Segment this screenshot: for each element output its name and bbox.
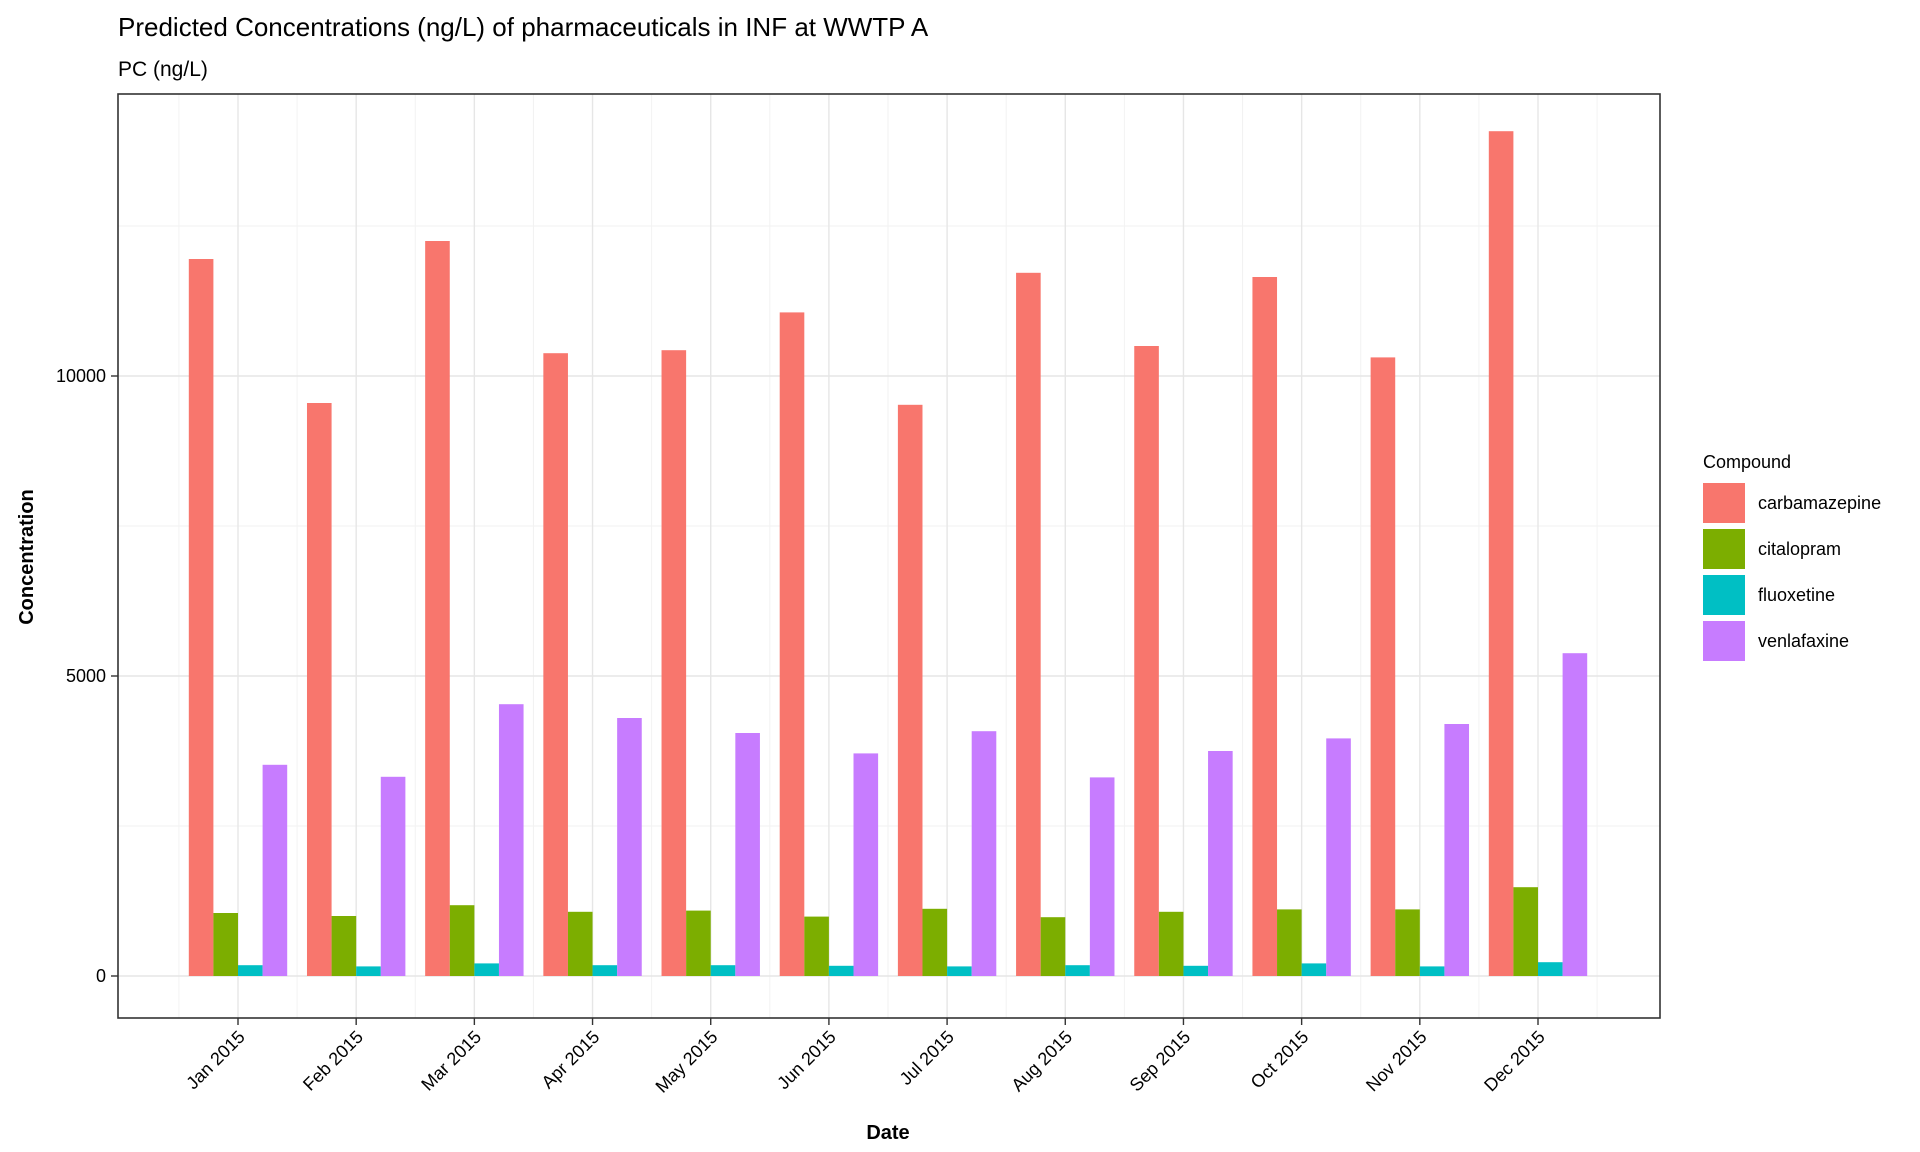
bar-venlafaxine-0 bbox=[262, 764, 288, 976]
bar-citalopram-10 bbox=[1395, 909, 1420, 976]
bar-fluoxetine-3 bbox=[592, 965, 618, 976]
plot-background bbox=[118, 94, 1660, 1018]
bar-citalopram-6 bbox=[922, 908, 948, 976]
x-tick-label: Mar 2015 bbox=[417, 1027, 485, 1095]
x-tick-label: Aug 2015 bbox=[1007, 1027, 1076, 1096]
bar-venlafaxine-1 bbox=[380, 776, 406, 976]
x-axis-title: Date bbox=[866, 1122, 909, 1144]
y-tick-label: 0 bbox=[96, 966, 106, 986]
bar-carbamazepine-3 bbox=[543, 353, 568, 976]
legend-title: Compound bbox=[1703, 452, 1791, 472]
bar-citalopram-4 bbox=[686, 910, 711, 976]
bar-fluoxetine-5 bbox=[828, 965, 854, 976]
x-tick-label: Dec 2015 bbox=[1480, 1027, 1549, 1096]
bar-venlafaxine-7 bbox=[1089, 777, 1115, 976]
bar-fluoxetine-11 bbox=[1538, 962, 1563, 976]
legend-key-citalopram bbox=[1703, 529, 1745, 569]
bar-venlafaxine-6 bbox=[971, 731, 997, 976]
plot-area: 0 5000 10000 Jan 2015 Feb 2015 Mar 2015 Apr 20… bbox=[56, 93, 1661, 1097]
bar-citalopram-8 bbox=[1158, 911, 1184, 976]
bar-carbamazepine-9 bbox=[1252, 277, 1278, 976]
legend-key-fluoxetine bbox=[1703, 575, 1745, 615]
bar-fluoxetine-6 bbox=[947, 966, 972, 976]
y-tick-label: 5000 bbox=[66, 666, 106, 686]
bar-fluoxetine-2 bbox=[474, 963, 499, 976]
bar-citalopram-0 bbox=[213, 913, 238, 976]
bar-carbamazepine-4 bbox=[661, 350, 687, 976]
x-tick-label: Jun 2015 bbox=[773, 1027, 840, 1094]
bar-venlafaxine-2 bbox=[498, 704, 524, 976]
x-tick-label: Jan 2015 bbox=[182, 1027, 249, 1094]
legend-label-venlafaxine: venlafaxine bbox=[1758, 631, 1849, 651]
bar-venlafaxine-4 bbox=[735, 733, 760, 976]
bar-fluoxetine-4 bbox=[710, 965, 736, 976]
bar-carbamazepine-6 bbox=[897, 404, 923, 976]
bar-carbamazepine-7 bbox=[1016, 272, 1041, 976]
bar-carbamazepine-11 bbox=[1488, 131, 1514, 976]
legend-label-carbamazepine: carbamazepine bbox=[1758, 493, 1881, 513]
legend-label-fluoxetine: fluoxetine bbox=[1758, 585, 1835, 605]
bar-venlafaxine-5 bbox=[853, 753, 879, 976]
bar-citalopram-7 bbox=[1040, 917, 1066, 976]
bar-citalopram-11 bbox=[1513, 887, 1538, 976]
bar-carbamazepine-5 bbox=[779, 312, 805, 976]
bar-fluoxetine-1 bbox=[356, 966, 381, 976]
x-tick-label: May 2015 bbox=[652, 1027, 722, 1097]
bar-citalopram-3 bbox=[567, 911, 593, 976]
legend: Compound carbamazepine citalopram fluoxeti… bbox=[1703, 452, 1881, 661]
legend-key-venlafaxine bbox=[1703, 621, 1745, 661]
y-tick-label: 10000 bbox=[56, 366, 106, 386]
x-tick-label: Feb 2015 bbox=[299, 1027, 367, 1095]
bar-carbamazepine-8 bbox=[1134, 346, 1159, 976]
bar-carbamazepine-10 bbox=[1370, 357, 1396, 976]
x-tick-label: Nov 2015 bbox=[1362, 1027, 1431, 1096]
bar-carbamazepine-0 bbox=[188, 259, 214, 976]
plot-border bbox=[117, 93, 1661, 1019]
y-axis-title: Concentration bbox=[16, 489, 38, 625]
bar-venlafaxine-9 bbox=[1326, 738, 1351, 976]
chart-title: Predicted Concentrations (ng/L) of pharm… bbox=[118, 12, 929, 42]
bar-fluoxetine-10 bbox=[1419, 966, 1445, 976]
bar-citalopram-5 bbox=[804, 916, 829, 976]
bar-fluoxetine-9 bbox=[1301, 963, 1327, 976]
x-tick-label: Oct 2015 bbox=[1247, 1027, 1313, 1093]
bar-venlafaxine-11 bbox=[1562, 653, 1588, 976]
bar-fluoxetine-8 bbox=[1183, 965, 1209, 976]
bar-fluoxetine-0 bbox=[238, 965, 263, 976]
bar-venlafaxine-3 bbox=[617, 718, 642, 976]
legend-key-carbamazepine bbox=[1703, 483, 1745, 523]
bar-citalopram-1 bbox=[331, 916, 357, 976]
bar-carbamazepine-2 bbox=[425, 241, 450, 976]
x-tick-label: Apr 2015 bbox=[538, 1027, 604, 1093]
bar-venlafaxine-10 bbox=[1444, 724, 1470, 976]
bar-venlafaxine-8 bbox=[1208, 751, 1233, 976]
x-tick-label: Sep 2015 bbox=[1126, 1027, 1195, 1096]
legend-label-citalopram: citalopram bbox=[1758, 539, 1841, 559]
bar-citalopram-2 bbox=[449, 905, 475, 976]
chart-subtitle: PC (ng/L) bbox=[118, 58, 208, 81]
bar-carbamazepine-1 bbox=[306, 403, 332, 976]
bar-fluoxetine-7 bbox=[1065, 965, 1090, 976]
x-tick-label: Jul 2015 bbox=[896, 1027, 958, 1089]
bar-citalopram-9 bbox=[1277, 909, 1302, 976]
